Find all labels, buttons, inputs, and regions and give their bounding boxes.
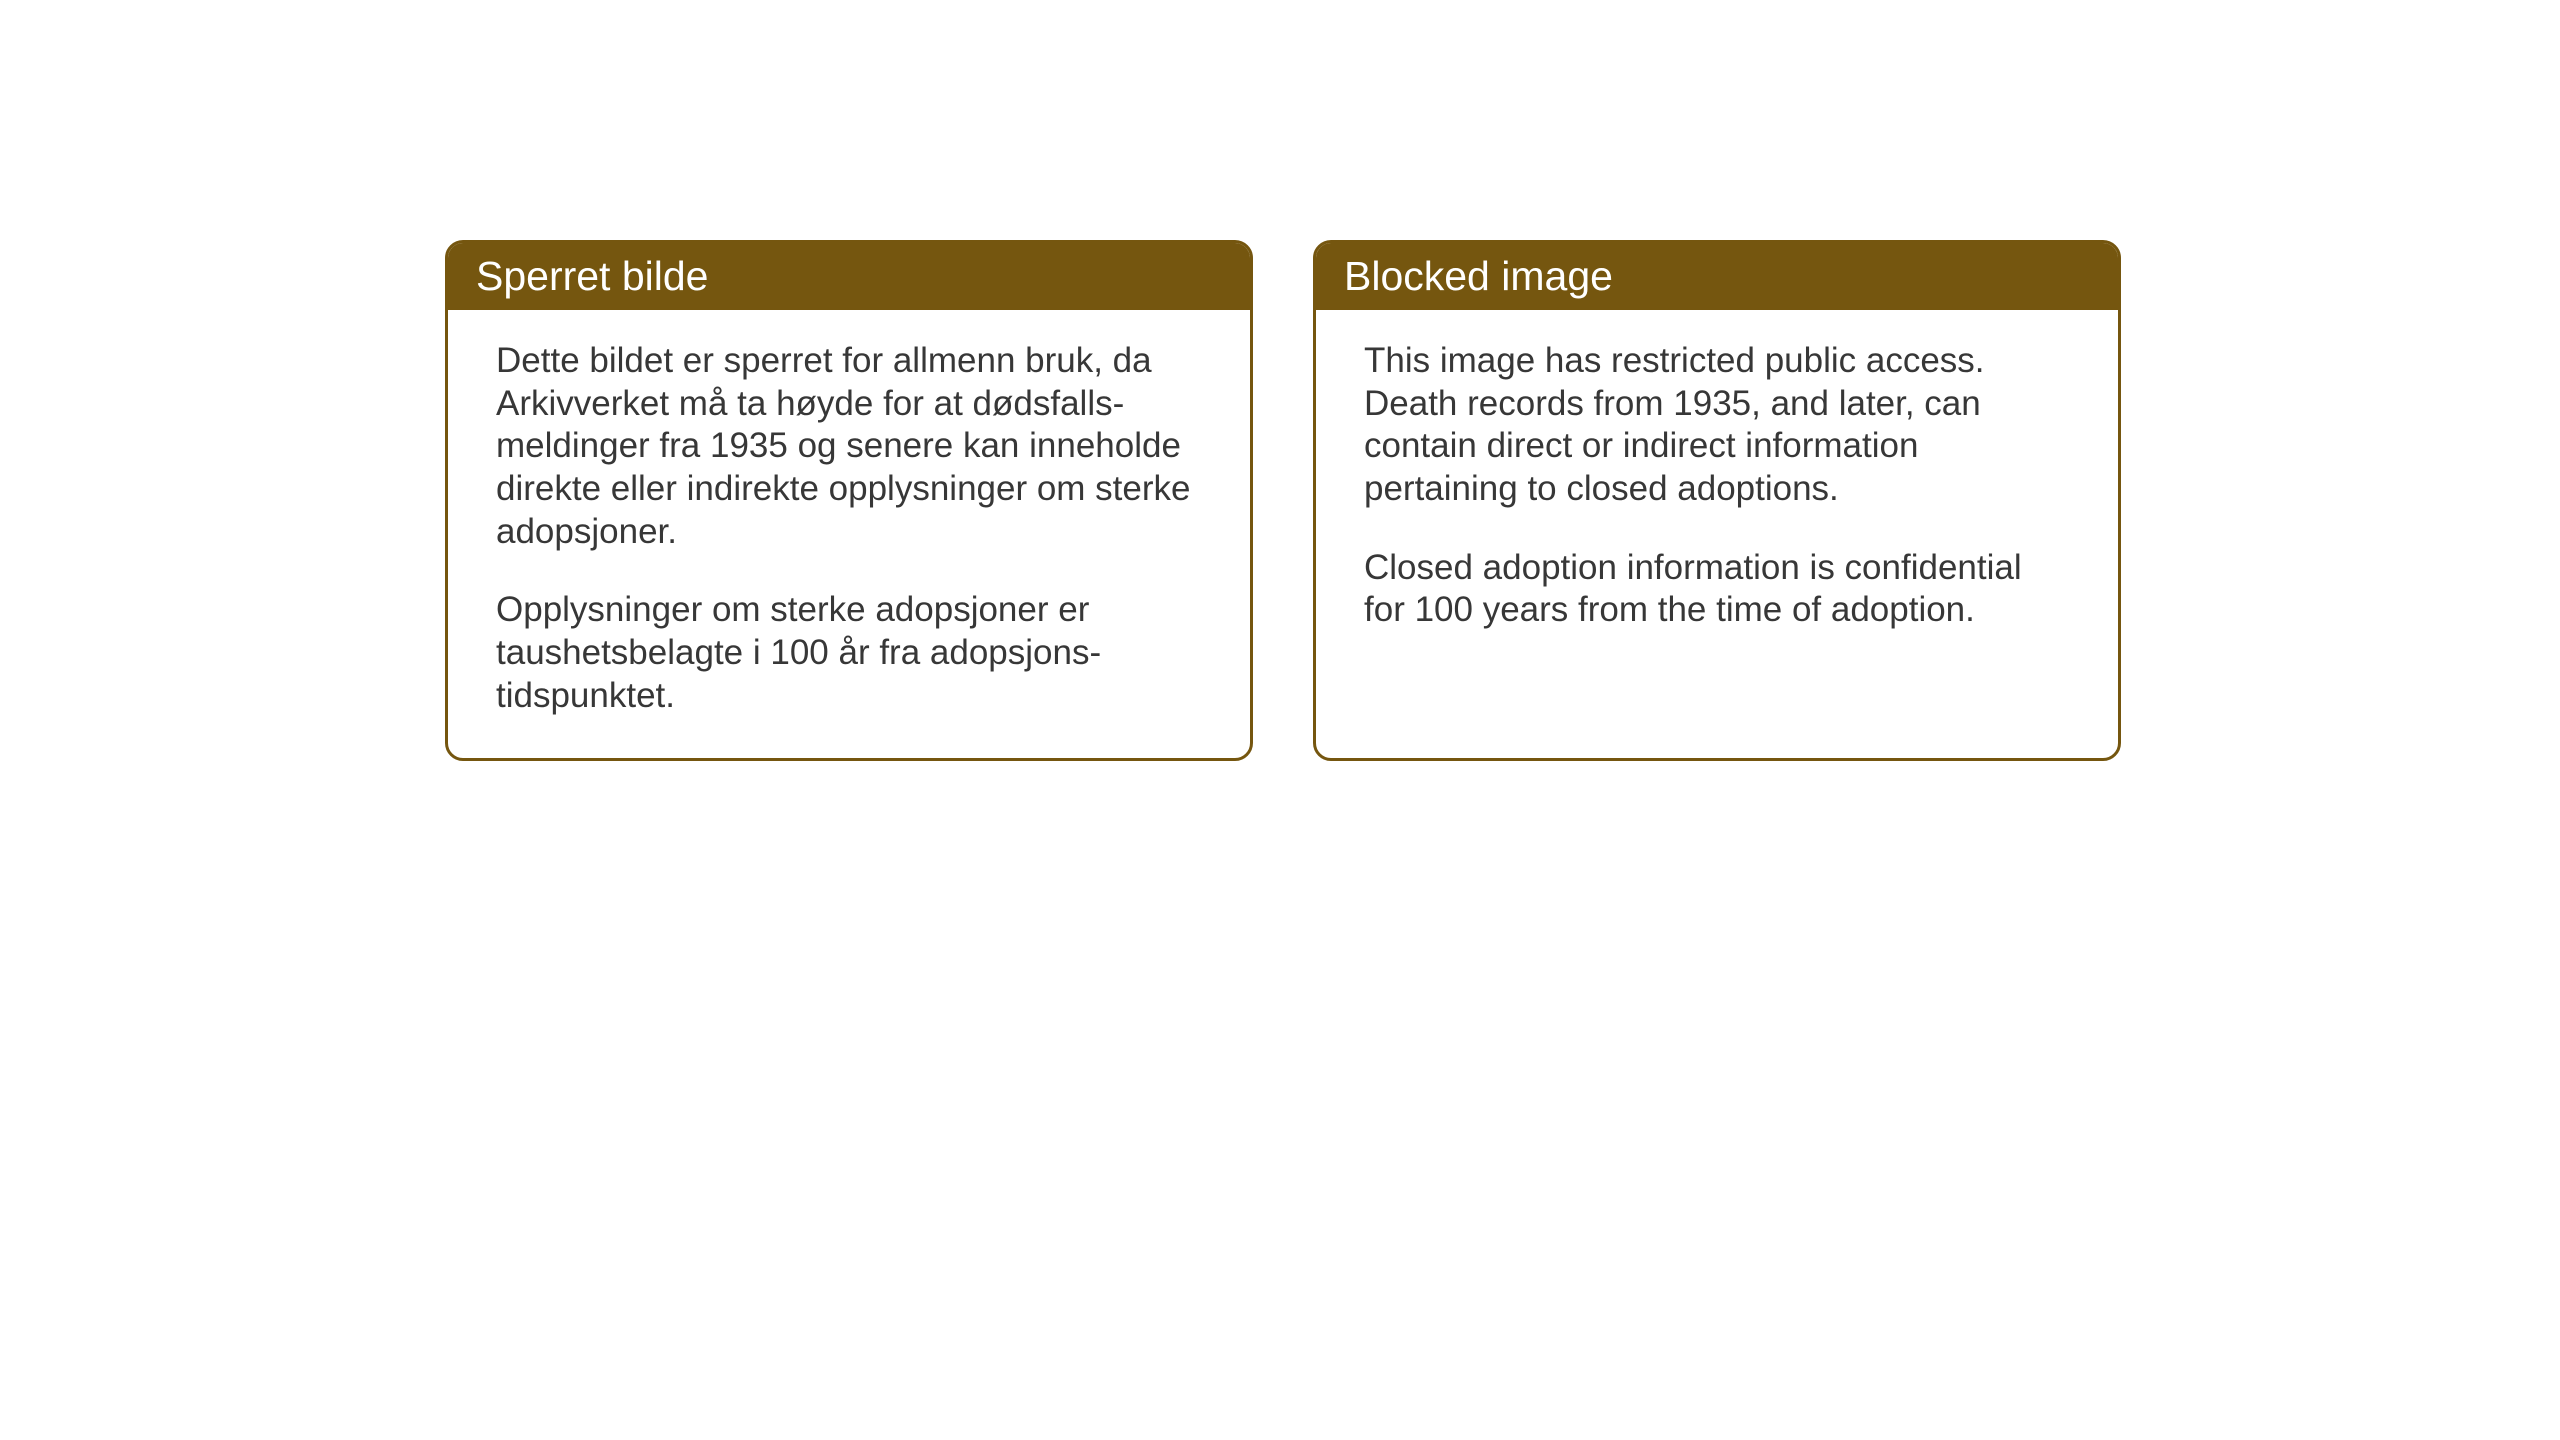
card-norwegian: Sperret bilde Dette bildet er sperret fo… [445, 240, 1253, 761]
card-paragraph: Opplysninger om sterke adopsjoner er tau… [496, 589, 1202, 717]
cards-container: Sperret bilde Dette bildet er sperret fo… [445, 240, 2121, 761]
card-title: Sperret bilde [476, 253, 708, 299]
card-title: Blocked image [1344, 253, 1613, 299]
card-header-norwegian: Sperret bilde [448, 243, 1250, 310]
card-paragraph: Closed adoption information is confident… [1364, 547, 2070, 632]
card-paragraph: Dette bildet er sperret for allmenn bruk… [496, 340, 1202, 553]
card-body-norwegian: Dette bildet er sperret for allmenn bruk… [448, 310, 1250, 758]
card-body-english: This image has restricted public access.… [1316, 310, 2118, 750]
card-english: Blocked image This image has restricted … [1313, 240, 2121, 761]
card-paragraph: This image has restricted public access.… [1364, 340, 2070, 511]
card-header-english: Blocked image [1316, 243, 2118, 310]
